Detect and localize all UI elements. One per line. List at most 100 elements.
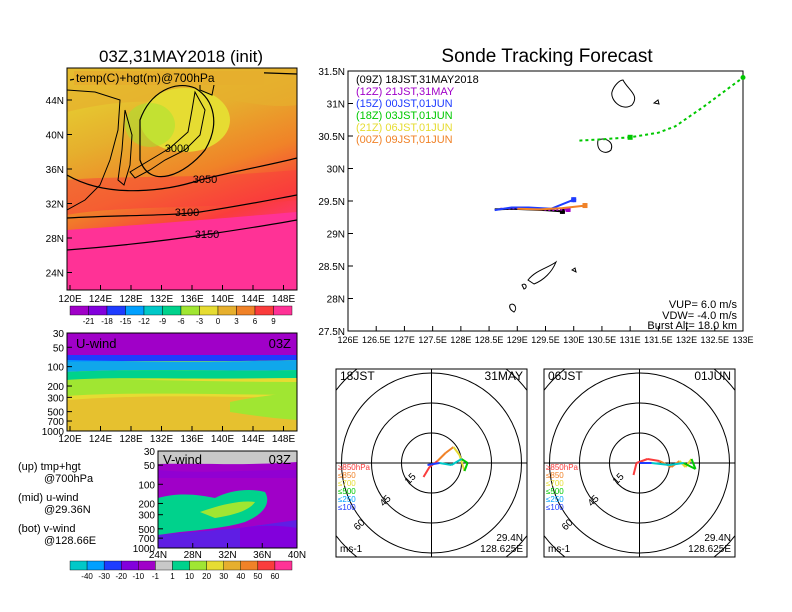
track-series-line	[494, 198, 575, 212]
map-lon-tick: 136E	[180, 294, 204, 305]
track-legend-entry: (15Z) 00JST,01JUN	[356, 98, 453, 110]
u-wind-time: 03Z	[269, 336, 291, 351]
temp-colorbar-label: -12	[138, 317, 150, 326]
note-up-1: (up) tmp+hgt	[18, 461, 81, 473]
wind-colorbar-cell	[138, 560, 156, 571]
hodograph-segment	[450, 458, 463, 466]
map-lon-tick: 128E	[119, 294, 143, 305]
hodograph-level-label: ≤850	[338, 471, 356, 480]
temp-colorbar-label: 3	[234, 317, 239, 326]
note-bot-2: @128.66E	[44, 535, 96, 547]
v-lat-ticks: 24N 28N 32N 36N 40N	[149, 543, 306, 561]
v-p-tick: 200	[138, 499, 155, 510]
temp-colorbar-label: -21	[83, 317, 95, 326]
track-legend-entry: (18Z) 03JST,01JUN	[356, 110, 453, 122]
temp-colorbar-cell	[88, 305, 108, 316]
hodograph-segment	[422, 466, 431, 478]
wind-colorbar-label: -10	[133, 572, 145, 581]
temp-colorbar-label: -9	[159, 317, 167, 326]
wind-colorbar-cell	[274, 560, 293, 571]
wind-colorbar-label: 1	[170, 572, 175, 581]
u-p-tick: 1000	[42, 427, 65, 438]
wind-colorbar-label: 10	[185, 572, 194, 581]
track-lat-tick: 28N	[327, 295, 345, 306]
temp-colorbar-cell	[254, 305, 274, 316]
param-burst: Burst Alt= 18.0 km	[647, 320, 737, 332]
wind-colorbar-cell	[103, 560, 122, 571]
temp-colorbar-label: -15	[120, 317, 132, 326]
v-p-tick: 700	[138, 534, 155, 545]
u-lon-ticks: 120E 124E 128E 132E 136E 140E 144E 148E	[58, 426, 296, 445]
track-lon-tick: 132E	[676, 335, 697, 345]
hodograph-segment	[452, 446, 461, 456]
note-mid-1: (mid) u-wind	[18, 492, 79, 504]
track-series-line	[579, 76, 744, 142]
temperature-map	[67, 68, 297, 290]
temp-colorbar-cell	[199, 305, 219, 316]
v-wind-label: V-wind	[163, 452, 202, 467]
hodograph-segment	[458, 454, 466, 472]
temp-colorbar: -21 -18 -15 -12 -9 -6 -3 0 3 6 9	[69, 305, 293, 326]
track-end-marker	[582, 203, 588, 209]
u-lon-tick: 140E	[211, 434, 235, 445]
hodograph-segment	[460, 458, 469, 464]
u-p-tick: 50	[53, 343, 65, 354]
track-lon-tick: 130E	[563, 335, 584, 345]
u-p-tick: 700	[47, 417, 64, 428]
map-lat-ticks: 44N 40N 36N 32N 28N 24N	[46, 96, 72, 280]
wind-colorbar-cell	[223, 560, 241, 571]
track-lon-tick: 131E	[620, 335, 641, 345]
map-lon-tick: 132E	[150, 294, 174, 305]
v-p-tick: 50	[144, 461, 156, 472]
hodograph-unit: ms-1	[340, 544, 363, 555]
track-lon-tick: 126E	[337, 335, 358, 345]
wind-colorbar-label: -1	[152, 572, 160, 581]
u-lon-tick: 144E	[241, 434, 265, 445]
temp-colorbar-label: 0	[216, 317, 221, 326]
track-lon-tick: 128E	[450, 335, 471, 345]
track-lat-tick: 29.5N	[318, 197, 345, 208]
wind-colorbar-cell	[155, 560, 173, 571]
track-lat-tick: 30.5N	[318, 132, 345, 143]
u-lon-tick: 124E	[89, 434, 113, 445]
hodograph-segment	[636, 458, 648, 464]
track-lon-tick: 127.5E	[418, 335, 447, 345]
track-lon-tick: 129E	[507, 335, 528, 345]
track-lat-tick: 30N	[327, 165, 345, 176]
track-lon-tick: 130.5E	[588, 335, 617, 345]
wind-colorbar-label: -40	[81, 572, 93, 581]
v-wind-time: 03Z	[269, 452, 291, 467]
track-series-line	[517, 204, 586, 211]
map-lon-tick: 148E	[272, 294, 296, 305]
track-legend-entry: (09Z) 18JST,31MAY2018	[356, 74, 479, 86]
map-lat-tick: 44N	[46, 96, 64, 107]
wind-colorbar-cell	[121, 560, 139, 571]
map-lon-tick: 144E	[241, 294, 265, 305]
hodograph-level-label: ≤100	[338, 503, 356, 512]
track-legend-entry: (12Z) 21JST,31MAY	[356, 86, 455, 98]
temp-colorbar-cell	[236, 305, 256, 316]
track-title: Sonde Tracking Forecast	[441, 46, 653, 67]
map-lat-tick: 32N	[46, 200, 64, 211]
hodograph-level-label: ≤250	[546, 495, 564, 504]
u-lon-tick: 136E	[180, 434, 204, 445]
temp-colorbar-cell	[273, 305, 293, 316]
map-lon-tick: 140E	[211, 294, 235, 305]
param-vdw: VDW= -4.0 m/s	[662, 310, 737, 322]
hodograph-segment	[427, 462, 440, 466]
track-lat-ticks: 31.5N 31N 30.5N 30N 29.5N 29N 28.5N 28N 27.5N	[318, 67, 353, 338]
u-lon-tick: 120E	[58, 434, 82, 445]
hodograph-segment	[439, 462, 452, 466]
map-lat-tick: 36N	[46, 165, 64, 176]
hodograph-lat: 29.4N	[704, 533, 731, 544]
map-label-bg	[74, 71, 264, 85]
map-lon-tick: 124E	[89, 294, 113, 305]
u-wind-section	[67, 333, 297, 431]
hodograph-level-label: ≤700	[338, 479, 356, 488]
track-lines	[494, 75, 746, 214]
v-lat-tick: 28N	[184, 550, 202, 561]
map-lon-ticks: 120E 124E 128E 132E 136E 140E 144E 148E	[58, 285, 296, 305]
track-lon-tick: 133E	[732, 335, 753, 345]
